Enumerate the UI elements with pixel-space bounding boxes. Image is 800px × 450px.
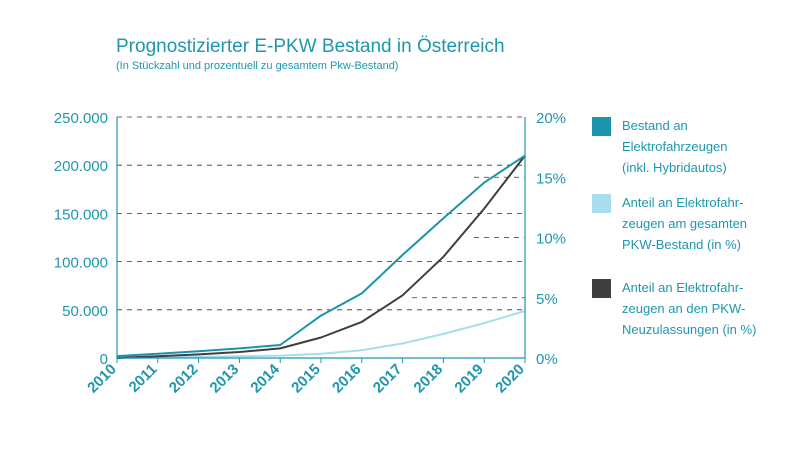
chart-subtitle: (In Stückzahl und prozentuell zu gesamte… (116, 60, 399, 72)
series-lines (116, 154, 526, 359)
chart-title: Prognostizierter E-PKW Bestand in Österr… (116, 36, 505, 57)
x-axis-tick-label: 2011 (126, 361, 161, 396)
left-axis-tick-label: 50.000 (62, 303, 108, 320)
legend-label-line: Bestand an (622, 118, 688, 133)
x-axis-tick-label: 2014 (247, 360, 283, 396)
x-axis-tick-label: 2013 (207, 361, 243, 397)
x-axis-tick-label: 2016 (329, 361, 365, 397)
legend-label-line: Anteil an Elektrofahr- (622, 195, 744, 210)
right-axis-tick-label: 0% (536, 351, 558, 368)
legend-label-line: Elektrofahrzeugen (622, 139, 728, 154)
legend-label-anteil-bestand: Anteil an Elektrofahr- zeugen am gesamte… (622, 192, 792, 255)
right-axis-tick-label: 5% (536, 291, 558, 308)
x-axis-tick-label: 2010 (84, 361, 120, 397)
legend-label-line: zeugen an den PKW- (622, 301, 746, 316)
legend-swatch-anteil-bestand (592, 194, 611, 213)
legend-label-line: PKW-Bestand (in %) (622, 237, 741, 252)
series-line-2 (116, 154, 526, 359)
x-axis-tick-label: 2015 (288, 361, 324, 397)
legend-swatch-anteil-neu (592, 279, 611, 298)
legend-label-line: (inkl. Hybridautos) (622, 160, 727, 175)
right-axis-tick-label: 10% (536, 231, 566, 248)
left-axis-tick-label: 100.000 (54, 255, 108, 272)
legend-label-line: Anteil an Elektrofahr- (622, 280, 744, 295)
left-axis-tick-label: 0 (100, 351, 108, 368)
series-line-0 (116, 154, 526, 358)
right-axis-tick-label: 20% (536, 110, 566, 127)
left-axis-tick-label: 200.000 (54, 158, 108, 175)
legend-label-anteil-neu: Anteil an Elektrofahr- zeugen an den PKW… (622, 277, 792, 340)
gridlines (117, 116, 525, 311)
legend-label-line: zeugen am gesamten (622, 216, 748, 231)
series-line-1 (116, 310, 526, 359)
x-axis-tick-label: 2020 (492, 361, 528, 397)
right-axis-tick-label: 15% (536, 170, 566, 187)
x-axis-tick-label: 2012 (166, 361, 202, 397)
x-axis-tick-label: 2017 (370, 361, 406, 397)
legend-label-line: Neuzulassungen (in %) (622, 322, 757, 337)
left-axis-tick-label: 150.000 (54, 206, 108, 223)
x-axis-tick-label: 2018 (411, 361, 447, 397)
legend-label-bestand: Bestand an Elektrofahrzeugen (inkl. Hybr… (622, 115, 792, 178)
left-axis-tick-label: 250.000 (54, 110, 108, 127)
legend-swatch-bestand (592, 117, 611, 136)
x-axis-tick-label: 2019 (451, 361, 487, 397)
